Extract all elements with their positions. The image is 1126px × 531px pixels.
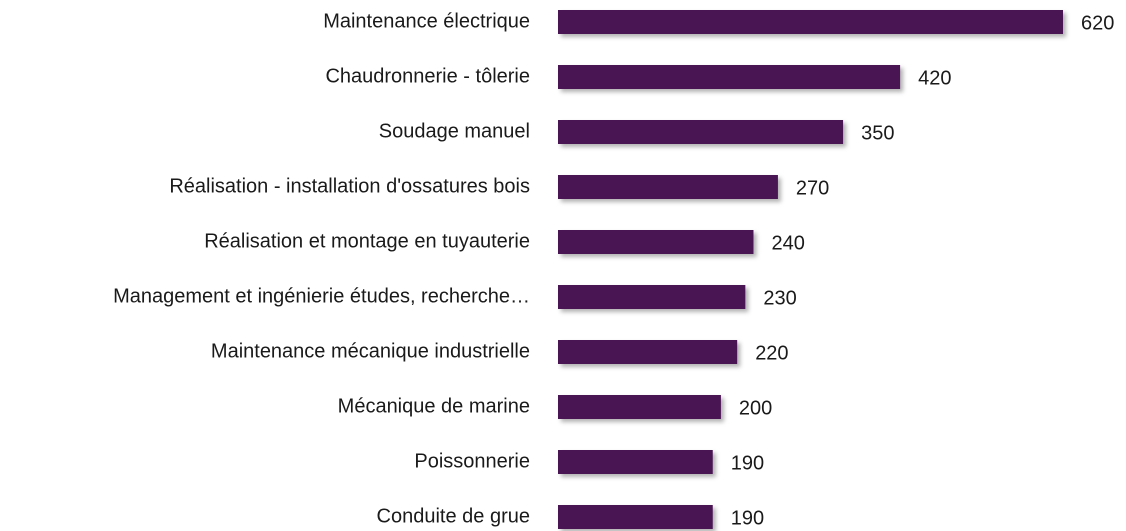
bar — [558, 285, 746, 309]
value-label: 240 — [771, 232, 804, 254]
value-label: 270 — [796, 177, 829, 199]
category-label: Poissonnerie — [414, 450, 530, 472]
bar — [558, 395, 721, 419]
value-label: 190 — [731, 452, 764, 474]
value-label: 220 — [755, 342, 788, 364]
bar — [558, 505, 713, 529]
category-label: Réalisation et montage en tuyauterie — [204, 230, 530, 252]
category-label: Maintenance électrique — [323, 10, 530, 32]
value-label: 420 — [918, 67, 951, 89]
category-label: Maintenance mécanique industrielle — [211, 340, 530, 362]
category-label: Soudage manuel — [379, 120, 530, 142]
bar — [558, 340, 738, 364]
category-label: Chaudronnerie - tôlerie — [325, 65, 530, 87]
value-label: 190 — [731, 507, 764, 529]
category-label: Mécanique de marine — [338, 395, 530, 417]
bar — [558, 120, 844, 144]
bar — [558, 230, 754, 254]
value-label: 200 — [739, 397, 772, 419]
bar — [558, 10, 1063, 34]
bar — [558, 450, 713, 474]
value-label: 620 — [1081, 12, 1114, 34]
category-label: Management et ingénierie études, recherc… — [113, 285, 530, 307]
value-label: 230 — [763, 287, 796, 309]
category-label: Réalisation - installation d'ossatures b… — [169, 175, 530, 197]
bar — [558, 65, 901, 89]
value-label: 350 — [861, 122, 894, 144]
bar — [558, 175, 778, 199]
category-label: Conduite de grue — [377, 505, 530, 527]
